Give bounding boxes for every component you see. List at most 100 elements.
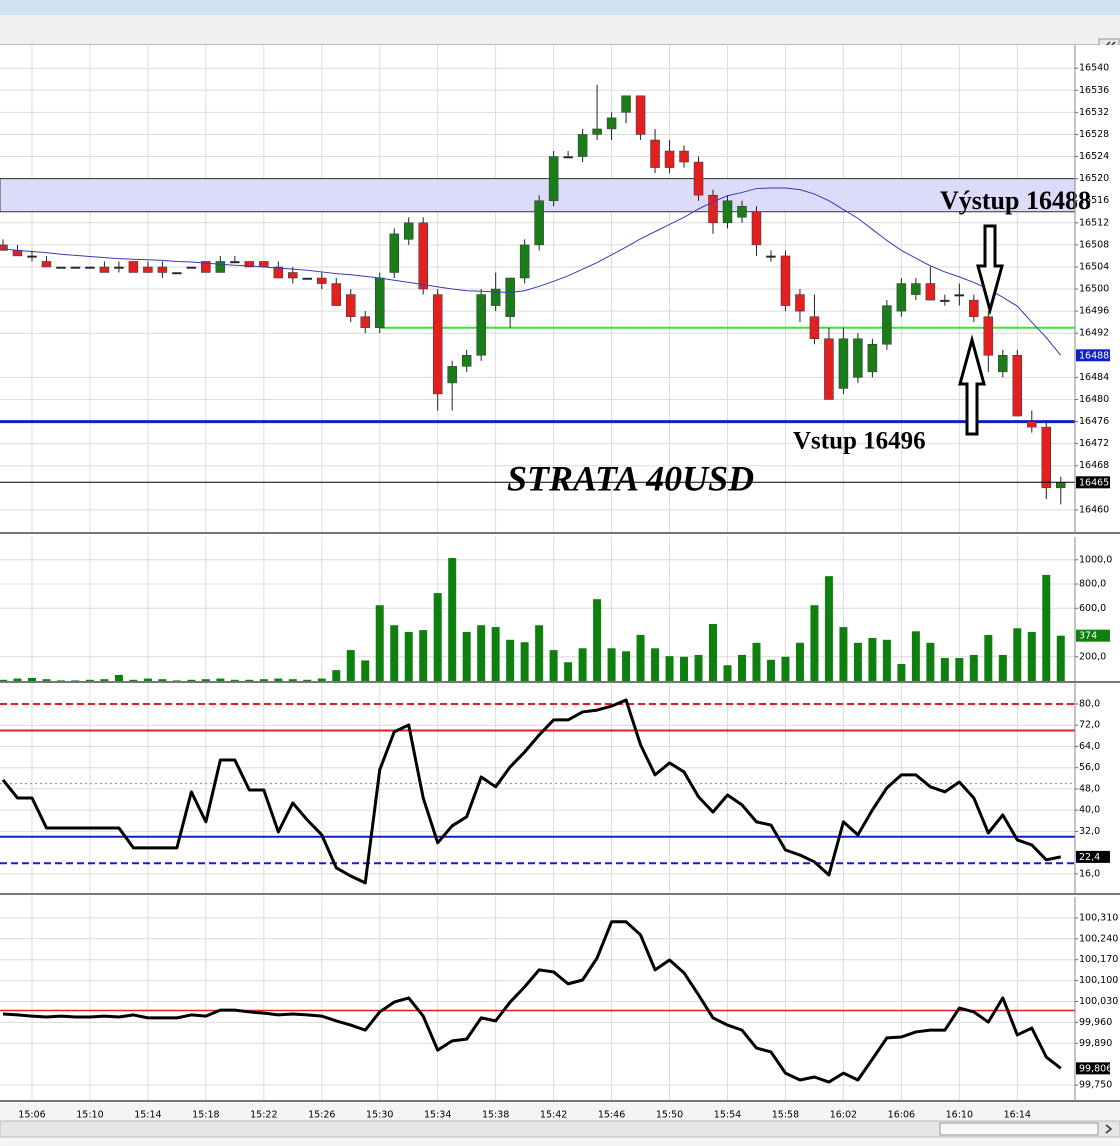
candle-body: [1027, 421, 1037, 428]
volume-bar: [303, 679, 312, 681]
candle-body: [911, 283, 921, 295]
candle-body: [374, 277, 385, 328]
volume-bar: [955, 657, 964, 681]
volume-bar: [709, 624, 718, 681]
candle-body: [766, 255, 776, 258]
candle-body: [1056, 482, 1066, 489]
volume-bar: [100, 679, 109, 681]
y-tick-label: 600,0: [1079, 603, 1106, 614]
candle-body: [577, 134, 588, 157]
candle-body: [461, 355, 472, 367]
y-tick-label: 16524: [1079, 151, 1109, 162]
volume-bar: [824, 576, 833, 681]
annotation: Vstup 16496: [793, 428, 926, 455]
candle-body: [215, 261, 226, 273]
y-tick-label: 48,0: [1079, 783, 1100, 794]
volume-bar: [578, 648, 587, 681]
indicator-line: [2, 920, 1062, 1084]
candle-body: [592, 128, 602, 135]
candle-body: [679, 150, 689, 163]
volume-bar: [114, 674, 123, 681]
x-tick-label: 15:22: [250, 1110, 277, 1121]
volume-bar: [868, 637, 877, 681]
candle-body: [230, 261, 240, 264]
candle-body: [244, 261, 255, 268]
volume-bar: [781, 656, 790, 681]
exit-arrow: [976, 224, 1004, 316]
volume-bar: [607, 648, 616, 681]
y-tick-label: 99,750: [1079, 1080, 1112, 1091]
x-tick-label: 15:46: [598, 1110, 625, 1121]
volume-bar: [230, 679, 239, 681]
candle-body: [447, 366, 457, 384]
volume-bar: [520, 642, 529, 681]
candle-body: [186, 266, 197, 269]
y-tick-label: 16484: [1079, 372, 1109, 383]
volume-bar: [651, 648, 660, 681]
candle-body: [360, 316, 370, 328]
volume-bar: [984, 634, 993, 681]
volume-bar: [158, 679, 167, 681]
candle-body: [519, 244, 530, 279]
value-box-label: 16465: [1079, 477, 1109, 488]
candle-body: [751, 211, 762, 246]
candle-body: [853, 338, 863, 378]
volume-bar: [897, 664, 906, 681]
candle-body: [824, 338, 834, 400]
volume-bar: [245, 679, 254, 681]
candle-body: [809, 316, 820, 339]
candle-body: [490, 288, 501, 306]
candle-body: [606, 117, 617, 130]
candle-body: [896, 283, 907, 312]
x-tick-label: 15:54: [714, 1110, 741, 1121]
volume-bar: [752, 642, 761, 681]
y-tick-label: 16472: [1079, 438, 1109, 449]
x-tick-label: 15:58: [772, 1110, 799, 1121]
volume-bar: [1056, 635, 1065, 681]
volume-bar: [216, 678, 225, 681]
candle-body: [273, 266, 284, 279]
y-tick-label: 56,0: [1079, 762, 1100, 773]
x-tick-label: 15:34: [424, 1110, 451, 1121]
volume-bar: [129, 679, 138, 681]
y-tick-label: 100,240: [1079, 933, 1118, 944]
candle-body: [780, 255, 791, 306]
candle-body: [114, 266, 124, 269]
volume-bar: [172, 680, 181, 681]
volume-bar: [926, 642, 935, 681]
volume-bar: [187, 679, 196, 681]
y-tick-label: 16508: [1079, 239, 1109, 250]
y-tick-label: 99,890: [1079, 1038, 1112, 1049]
candle-body: [85, 266, 95, 269]
volume-bar: [56, 680, 65, 681]
candle-body: [867, 344, 878, 373]
scrollbar[interactable]: [0, 1120, 1120, 1138]
candle-body: [940, 299, 950, 302]
candle-body: [331, 283, 342, 306]
volume-bar: [201, 679, 210, 681]
candle-body: [403, 222, 414, 240]
y-tick-label: 64,0: [1079, 741, 1100, 752]
y-tick-label: 200,0: [1079, 651, 1106, 662]
candle-body: [389, 233, 399, 273]
y-tick-label: 800,0: [1079, 579, 1106, 590]
volume-bar: [317, 678, 326, 681]
candle-body: [302, 277, 313, 280]
candle-body: [317, 277, 327, 284]
candle-body: [737, 205, 747, 218]
annotation: STRATA 40USD: [507, 458, 754, 498]
candle-body: [476, 294, 486, 356]
candle-body: [664, 150, 675, 168]
volume-bar: [694, 654, 703, 681]
volume-bar: [0, 679, 7, 681]
candle-body: [693, 161, 704, 196]
candle-body: [128, 261, 139, 273]
x-tick-label: 15:50: [656, 1110, 683, 1121]
candle-body: [983, 316, 994, 356]
candle-body: [838, 338, 849, 389]
volume-bar: [593, 599, 602, 681]
y-tick-label: 1000,0: [1079, 554, 1112, 565]
candle-body: [534, 200, 544, 246]
volume-bar: [969, 654, 978, 681]
